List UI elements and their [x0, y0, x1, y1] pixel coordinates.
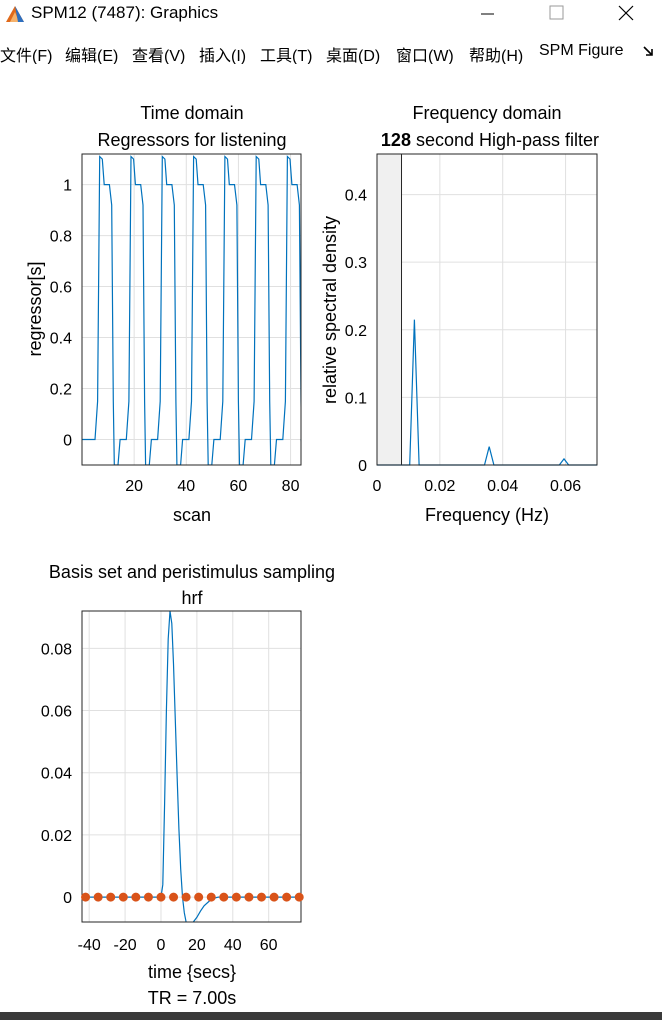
hrf-curve-line — [82, 611, 301, 922]
x-tick-label: 0 — [373, 478, 382, 495]
y-tick-label: 0 — [63, 433, 72, 450]
time-domain-title: Time domain — [140, 103, 243, 123]
y-tick-label: 0.02 — [41, 828, 72, 845]
y-tick-label: 0.1 — [345, 390, 367, 407]
x-tick-label: 80 — [282, 478, 300, 495]
matlab-app-icon — [6, 6, 24, 22]
figure-canvas: Time domain Regressors for listening 20 4… — [25, 103, 599, 1008]
sample-point — [106, 892, 116, 902]
menu-window[interactable]: 窗口(W) — [396, 48, 454, 64]
menu-file[interactable]: 文件(F) — [0, 48, 53, 64]
sample-point — [269, 892, 279, 902]
sample-point — [156, 892, 166, 902]
x-tick-label: 0 — [157, 937, 166, 954]
highpass-filter-band — [376, 153, 403, 466]
sample-point — [257, 892, 267, 902]
y-tick-label: 0.3 — [345, 255, 367, 272]
highpass-subtitle-text: second High-pass filter — [411, 130, 599, 150]
time-domain-subtitle: Regressors for listening — [97, 130, 286, 150]
y-tick-label: 0.4 — [50, 331, 72, 348]
menu-desktop[interactable]: 桌面(D) — [326, 48, 381, 64]
x-tick-label: -20 — [114, 937, 137, 954]
sampling-points — [81, 892, 304, 902]
basis-set-plot: Basis set and peristimulus sampling hrf … — [41, 562, 335, 1008]
highpass-period-value: 128 — [381, 130, 411, 150]
y-tick-label: 0 — [63, 890, 72, 907]
basis-set-subtitle: hrf — [181, 588, 203, 608]
x-tick-label: 20 — [125, 478, 143, 495]
time-domain-ticks: 20 40 60 80 0 0.2 0.4 0.6 0.8 1 — [50, 178, 300, 495]
bottom-status-strip — [0, 1012, 662, 1020]
y-tick-label: 0.08 — [41, 641, 72, 658]
x-tick-label: 0.02 — [424, 478, 455, 495]
menu-help[interactable]: 帮助(H) — [469, 48, 524, 64]
window-title: SPM12 (7487): Graphics — [31, 3, 219, 22]
basis-set-axes-box — [81, 610, 302, 923]
title-bar: SPM12 (7487): Graphics — [0, 0, 662, 28]
y-tick-label: 0.2 — [345, 323, 367, 340]
close-button[interactable] — [603, 0, 649, 28]
y-tick-label: 0.06 — [41, 704, 72, 721]
y-tick-label: 0.6 — [50, 280, 72, 297]
menu-edit[interactable]: 编辑(E) — [65, 48, 119, 64]
x-tick-label: 60 — [260, 937, 278, 954]
frequency-domain-axes-box — [376, 153, 598, 466]
sample-point — [231, 892, 241, 902]
frequency-domain-title: Frequency domain — [412, 103, 561, 123]
menu-overflow-icon[interactable] — [640, 42, 658, 60]
menu-spm-figure[interactable]: SPM Figure — [539, 42, 624, 59]
tr-footer: TR = 7.00s — [148, 988, 237, 1008]
frequency-domain-subtitle: 128 second High-pass filter — [381, 130, 599, 150]
y-tick-label: 0.04 — [41, 766, 72, 783]
basis-set-grid — [82, 611, 301, 922]
sample-point — [194, 892, 204, 902]
sample-point — [143, 892, 153, 902]
spectral-density-line — [377, 319, 597, 466]
menu-view[interactable]: 查看(V) — [132, 48, 186, 64]
x-tick-label: 0.04 — [487, 478, 518, 495]
menu-bar: 文件(F) 编辑(E) 查看(V) 插入(I) 工具(T) 桌面(D) 窗口(W… — [0, 38, 662, 64]
minimize-button[interactable] — [464, 0, 510, 28]
sample-point — [219, 892, 229, 902]
frequency-domain-plot: Frequency domain 128 second High-pass fi… — [320, 103, 599, 525]
time-domain-xlabel: scan — [173, 505, 211, 525]
frequency-domain-xlabel: Frequency (Hz) — [425, 505, 549, 525]
x-tick-label: 20 — [188, 937, 206, 954]
sample-point — [282, 892, 292, 902]
y-tick-label: 0.8 — [50, 229, 72, 246]
time-domain-axes-box — [81, 153, 302, 466]
basis-set-title: Basis set and peristimulus sampling — [49, 562, 335, 582]
x-tick-label: 60 — [230, 478, 248, 495]
sample-point — [118, 892, 128, 902]
listening-regressor-line — [82, 155, 301, 465]
frequency-domain-ylabel: relative spectral density — [320, 216, 340, 404]
y-tick-label: 0.2 — [50, 382, 72, 399]
basis-set-xlabel: time {secs} — [148, 962, 236, 982]
sample-point — [131, 892, 141, 902]
frequency-domain-grid — [376, 154, 597, 466]
sample-point — [169, 892, 179, 902]
time-domain-ylabel: regressor[s] — [25, 261, 45, 356]
basis-set-ticks: -40 -20 0 20 40 60 0 0.02 0.04 0.06 0.08 — [41, 641, 278, 954]
sample-point — [294, 892, 304, 902]
frequency-domain-ticks: 0 0.02 0.04 0.06 0 0.1 0.2 0.3 0.4 — [345, 188, 581, 495]
x-tick-label: -40 — [78, 937, 101, 954]
sample-point — [81, 892, 91, 902]
x-tick-label: 40 — [177, 478, 195, 495]
maximize-button[interactable] — [533, 0, 579, 28]
sample-point — [244, 892, 254, 902]
menu-insert[interactable]: 插入(I) — [199, 48, 247, 64]
sample-point — [181, 892, 191, 902]
y-tick-label: 1 — [63, 178, 72, 195]
x-tick-label: 0.06 — [550, 478, 581, 495]
y-tick-label: 0.4 — [345, 188, 367, 205]
y-tick-label: 0 — [358, 458, 367, 475]
sample-point — [93, 892, 103, 902]
x-tick-label: 40 — [224, 937, 242, 954]
time-domain-plot: Time domain Regressors for listening 20 4… — [25, 103, 302, 525]
menu-tools[interactable]: 工具(T) — [260, 48, 313, 64]
sample-point — [206, 892, 216, 902]
